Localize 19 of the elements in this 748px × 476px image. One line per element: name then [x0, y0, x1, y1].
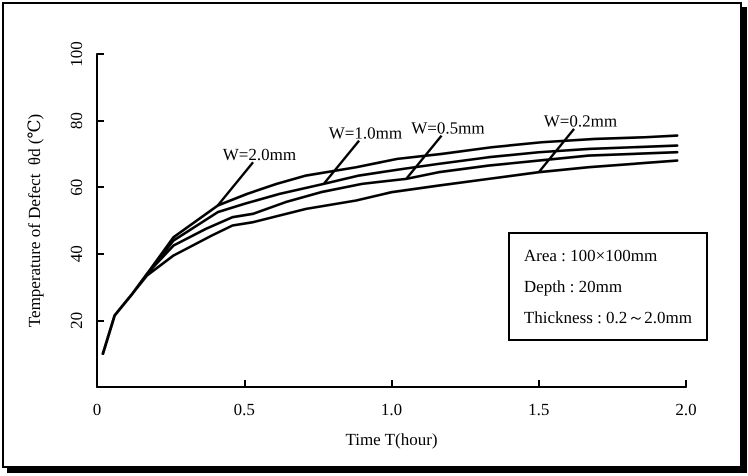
y-tick-label: 40	[67, 245, 86, 262]
x-tick-label: 1.0	[380, 400, 402, 419]
series-label: W=2.0mm	[222, 144, 296, 164]
y-tick-label: 20	[67, 312, 86, 329]
x-axis-title: Time T(hour)	[345, 430, 438, 449]
y-tick-label: 60	[67, 178, 86, 196]
y-tick-label: 80	[67, 112, 86, 130]
text: W=0.2mm	[544, 112, 618, 131]
annotation: Area : 100×100mm	[524, 245, 658, 267]
x-tick-label: 0.5	[234, 400, 255, 419]
y-axis-title: Temperature of Defect θd (℃)	[25, 114, 44, 328]
annotation: Depth : 20mm	[524, 276, 624, 298]
x-tick-label: 1.5	[528, 400, 550, 419]
x-tick-label: 2.0	[675, 400, 697, 419]
series-label: W=0.5mm	[411, 118, 485, 138]
x-tick-label: 0	[92, 400, 102, 419]
y-tick-label: 100	[67, 41, 86, 67]
series-label: W=1.0mm	[328, 123, 402, 142]
annotation: Thickness : 0.2～2.0mm	[524, 307, 692, 329]
